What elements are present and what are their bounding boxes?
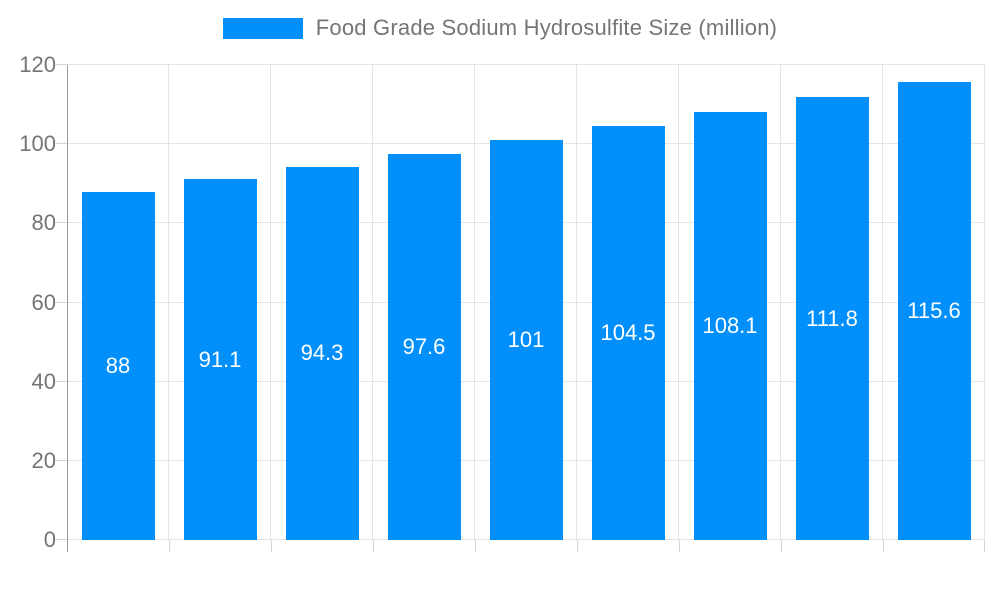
plot-area: 02040608010012088202591.1202694.3202797.…: [19, 54, 985, 552]
bar[interactable]: 94.3: [285, 166, 359, 540]
x-axis-tick: [169, 540, 170, 552]
v-gridline: [678, 65, 679, 540]
x-axis-tick: [475, 540, 476, 552]
bar-value-label: 104.5: [600, 320, 656, 346]
x-axis-tick: [984, 540, 985, 552]
bar-value-label: 115.6: [907, 298, 961, 324]
y-axis-tick-label: 60: [31, 289, 56, 315]
bar[interactable]: 91.1: [183, 179, 257, 540]
legend[interactable]: Food Grade Sodium Hydrosulfite Size (mil…: [0, 0, 1000, 56]
x-axis-tick: [271, 540, 272, 552]
bar-value-label: 97.6: [402, 333, 446, 359]
y-axis-tick: [56, 301, 67, 303]
bar-value-label: 111.8: [806, 305, 858, 331]
x-axis-tick: [883, 540, 884, 552]
h-gridline: [67, 64, 985, 65]
bar[interactable]: 115.6: [897, 82, 971, 540]
y-axis-tick: [56, 222, 67, 224]
legend-label: Food Grade Sodium Hydrosulfite Size (mil…: [315, 15, 778, 40]
bar[interactable]: 88: [81, 191, 155, 540]
v-gridline: [168, 65, 169, 540]
bar[interactable]: 97.6: [387, 153, 461, 540]
bar[interactable]: 111.8: [795, 97, 869, 540]
y-axis-line: [67, 65, 68, 552]
bar[interactable]: 104.5: [591, 126, 665, 540]
v-gridline: [882, 65, 883, 540]
x-axis-tick: [577, 540, 578, 552]
y-axis-tick: [56, 143, 67, 145]
y-axis-tick-label: 0: [43, 527, 56, 552]
bar-value-label: 108.1: [702, 313, 758, 339]
y-axis-tick-label: 80: [31, 210, 56, 236]
v-gridline: [984, 65, 985, 540]
v-gridline: [576, 65, 577, 540]
x-axis-tick: [781, 540, 782, 552]
y-axis-tick: [56, 64, 67, 65]
y-axis-tick-label: 120: [19, 52, 56, 77]
v-gridline: [474, 65, 475, 540]
v-gridline: [270, 65, 271, 540]
bar-value-label: 91.1: [198, 346, 242, 372]
x-axis-tick: [373, 540, 374, 552]
v-gridline: [780, 65, 781, 540]
y-axis-tick: [56, 380, 67, 382]
bar[interactable]: 101: [489, 140, 563, 540]
bar-value-label: 101: [507, 327, 545, 353]
bar[interactable]: 108.1: [693, 112, 767, 540]
bar-value-label: 94.3: [300, 340, 344, 366]
legend-swatch: [222, 17, 303, 39]
y-axis-tick: [56, 539, 67, 540]
y-axis-tick-label: 40: [31, 368, 56, 394]
v-gridline: [372, 65, 373, 540]
y-axis-tick: [56, 459, 67, 461]
bar-value-label: 88: [105, 352, 131, 378]
y-axis-tick-label: 100: [19, 131, 56, 157]
y-axis-tick-label: 20: [31, 447, 56, 473]
x-axis-tick: [679, 540, 680, 552]
